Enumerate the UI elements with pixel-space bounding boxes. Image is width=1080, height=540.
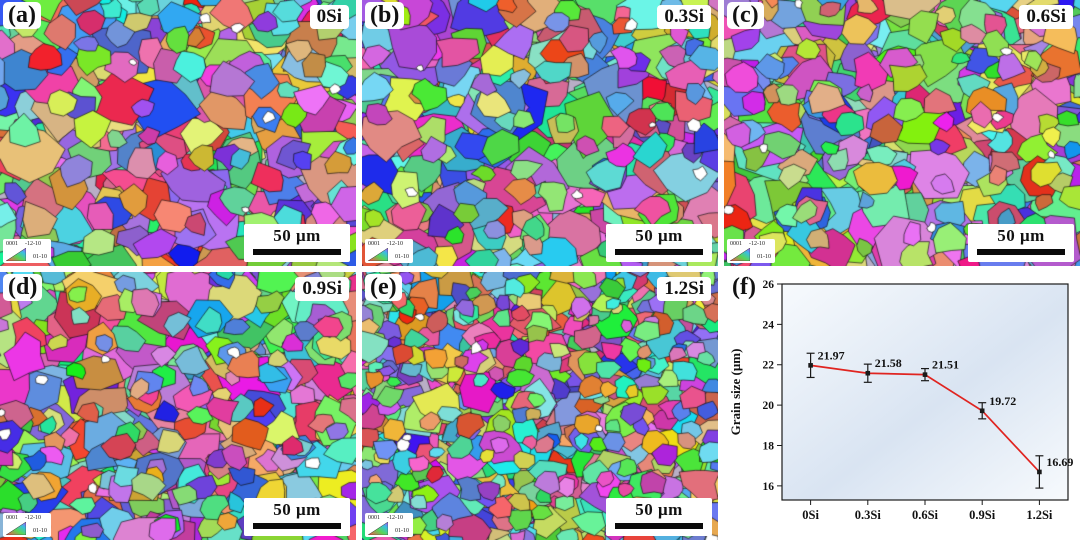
scale-bar-label: 50 μm [635,226,683,245]
scale-bar-label: 50 μm [273,226,321,245]
panel-f: (f) 16 18 20 22 24 26 0Si 0.3Si 0.6Si 0.9Si 1.2Si G… [724,272,1080,540]
ebsd-map-c [724,0,1080,266]
scale-bar-line [615,249,703,255]
panel-a: (a) 0Si 0001 -12-10 01-10 50 μm [0,0,356,266]
value-label: 16.69 [1046,455,1073,469]
ipf-color-key: 0001 -12-10 01-10 [365,238,413,263]
y-tick-label: 22 [763,360,775,372]
ipf-label-0001: 0001 [730,240,742,247]
ipf-label-01-10: 01-10 [757,253,771,260]
scale-bar-label: 50 μm [635,500,683,519]
alloy-label: 0.6Si [1019,5,1073,29]
ipf-triangle-icon [368,522,388,535]
ipf-label-01-10: 01-10 [395,527,409,534]
ebsd-map-b [362,0,718,266]
ipf-triangle-icon [368,248,388,261]
scale-bar-line [253,523,341,529]
y-tick-label: 18 [763,440,775,452]
ipf-color-key: 0001 -12-10 01-10 [727,238,775,263]
ipf-label-01-10: 01-10 [33,527,47,534]
y-tick-label: 20 [763,400,775,412]
scale-bar: 50 μm [606,224,712,262]
alloy-label: 0Si [309,5,349,29]
plot-area [781,283,1069,501]
x-tick-label: 0Si [802,508,819,522]
ebsd-map-e [362,272,718,540]
y-tick-label: 26 [763,279,775,291]
value-label: 21.58 [875,356,902,370]
scale-bar-label: 50 μm [997,226,1045,245]
data-point [922,372,928,377]
ipf-label-0001: 0001 [6,240,18,247]
scale-bar-line [977,249,1065,255]
value-label: 21.51 [932,358,959,372]
panel-e: (e) 1.2Si 0001 -12-10 01-10 50 μm [362,272,718,540]
scale-bar: 50 μm [968,224,1074,262]
ipf-label-0001: 0001 [368,240,380,247]
x-tick-label: 0.3Si [855,508,882,522]
alloy-label: 1.2Si [657,277,711,301]
value-label: 21.97 [818,348,845,362]
scale-bar: 50 μm [244,224,350,262]
ipf-label-01-10: 01-10 [395,253,409,260]
data-point [979,408,985,414]
panel-letter: (c) [727,2,764,30]
alloy-label: 0.9Si [295,277,349,301]
scale-bar: 50 μm [606,498,712,536]
x-tick-label: 0.6Si [912,508,939,522]
ipf-triangle-icon [6,522,26,535]
data-point [865,370,871,376]
ebsd-map-d [0,272,356,540]
ipf-color-key: 0001 -12-10 01-10 [3,512,51,537]
ipf-label-12-10: -12-10 [25,514,41,521]
panel-letter: (d) [3,274,43,302]
data-point [1037,469,1042,475]
ebsd-map-a [0,0,356,266]
alloy-label: 0.3Si [657,5,711,29]
panel-letter: (e) [365,274,402,302]
scale-bar-line [615,523,703,529]
scale-bar: 50 μm [244,498,350,536]
ipf-label-12-10: -12-10 [749,240,765,247]
ipf-color-key: 0001 -12-10 01-10 [3,238,51,263]
ipf-label-01-10: 01-10 [33,253,47,260]
panel-c: (c) 0.6Si 0001 -12-10 01-10 50 μm [724,0,1080,266]
scale-bar-line [253,249,341,255]
y-axis-label: Grain size (μm) [728,349,743,436]
x-tick-label: 1.2Si [1026,508,1053,522]
ipf-label-12-10: -12-10 [25,240,41,247]
panel-b: (b) 0.3Si 0001 -12-10 01-10 50 μm [362,0,718,266]
ipf-label-0001: 0001 [6,514,18,521]
grain-size-chart: 16 18 20 22 24 26 0Si 0.3Si 0.6Si 0.9Si 1.2Si Grain… [724,272,1080,540]
data-point [808,363,813,368]
ipf-label-12-10: -12-10 [387,514,403,521]
ipf-triangle-icon [6,248,26,261]
x-tick-label: 0.9Si [969,508,996,522]
scale-bar-label: 50 μm [273,500,321,519]
panel-letter: (b) [365,2,405,30]
ipf-label-0001: 0001 [368,514,380,521]
ipf-triangle-icon [730,248,750,261]
y-tick-label: 16 [763,481,775,493]
panel-letter: (f) [727,274,761,302]
ipf-color-key: 0001 -12-10 01-10 [365,512,413,537]
value-label: 19.72 [989,394,1016,408]
panel-d: (d) 0.9Si 0001 -12-10 01-10 50 μm [0,272,356,540]
y-tick-label: 24 [763,319,775,331]
panel-letter: (a) [3,2,41,30]
ipf-label-12-10: -12-10 [387,240,403,247]
